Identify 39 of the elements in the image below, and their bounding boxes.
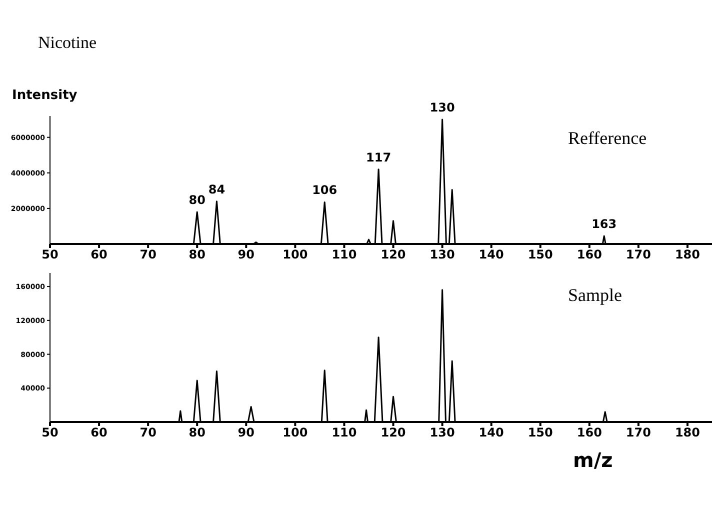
x-tick-label: 60 bbox=[90, 426, 108, 440]
x-tick-label: 50 bbox=[42, 426, 58, 440]
x-tick-label: 110 bbox=[332, 248, 357, 262]
x-tick-label: 170 bbox=[626, 248, 651, 262]
x-tick-label: 120 bbox=[380, 248, 406, 262]
x-tick-label: 130 bbox=[430, 426, 455, 440]
x-tick-label: 160 bbox=[576, 248, 602, 262]
x-tick-label: 150 bbox=[528, 248, 553, 262]
x-tick-label: 160 bbox=[576, 426, 602, 440]
annotation: Refference bbox=[568, 128, 647, 149]
annotation: 84 bbox=[208, 182, 226, 196]
x-tick-label: 180 bbox=[674, 426, 700, 440]
x-tick-label: 70 bbox=[140, 426, 156, 440]
chart-title: Nicotine bbox=[38, 33, 97, 53]
x-tick-label: 140 bbox=[478, 248, 504, 262]
x-tick-label: 80 bbox=[188, 248, 206, 262]
annotation: 80 bbox=[188, 193, 206, 207]
x-tick-label: 140 bbox=[478, 426, 504, 440]
y-axis-title: Intensity bbox=[12, 88, 78, 103]
x-tick-label: 60 bbox=[90, 248, 108, 262]
annotation: 130 bbox=[430, 100, 455, 115]
annotation: 117 bbox=[366, 150, 392, 164]
x-tick-label: 70 bbox=[140, 248, 156, 262]
annotation: 106 bbox=[312, 183, 338, 198]
x-tick-label: 100 bbox=[282, 426, 308, 440]
annotation: 163 bbox=[592, 217, 617, 231]
x-tick-label: 120 bbox=[380, 426, 406, 440]
x-axis-title: m/z bbox=[573, 448, 613, 472]
x-tick-label: 130 bbox=[430, 248, 455, 262]
x-tick-label: 80 bbox=[188, 426, 206, 440]
x-tick-label: 180 bbox=[674, 248, 700, 262]
x-tick-label: 90 bbox=[238, 248, 254, 262]
x-tick-label: 150 bbox=[528, 426, 553, 440]
x-tick-label: 170 bbox=[626, 426, 651, 440]
x-tick-label: 90 bbox=[238, 426, 254, 440]
x-tick-label: 110 bbox=[332, 426, 357, 440]
x-tick-label: 50 bbox=[42, 248, 58, 262]
x-tick-label: 100 bbox=[282, 248, 308, 262]
annotation: Sample bbox=[568, 285, 622, 306]
